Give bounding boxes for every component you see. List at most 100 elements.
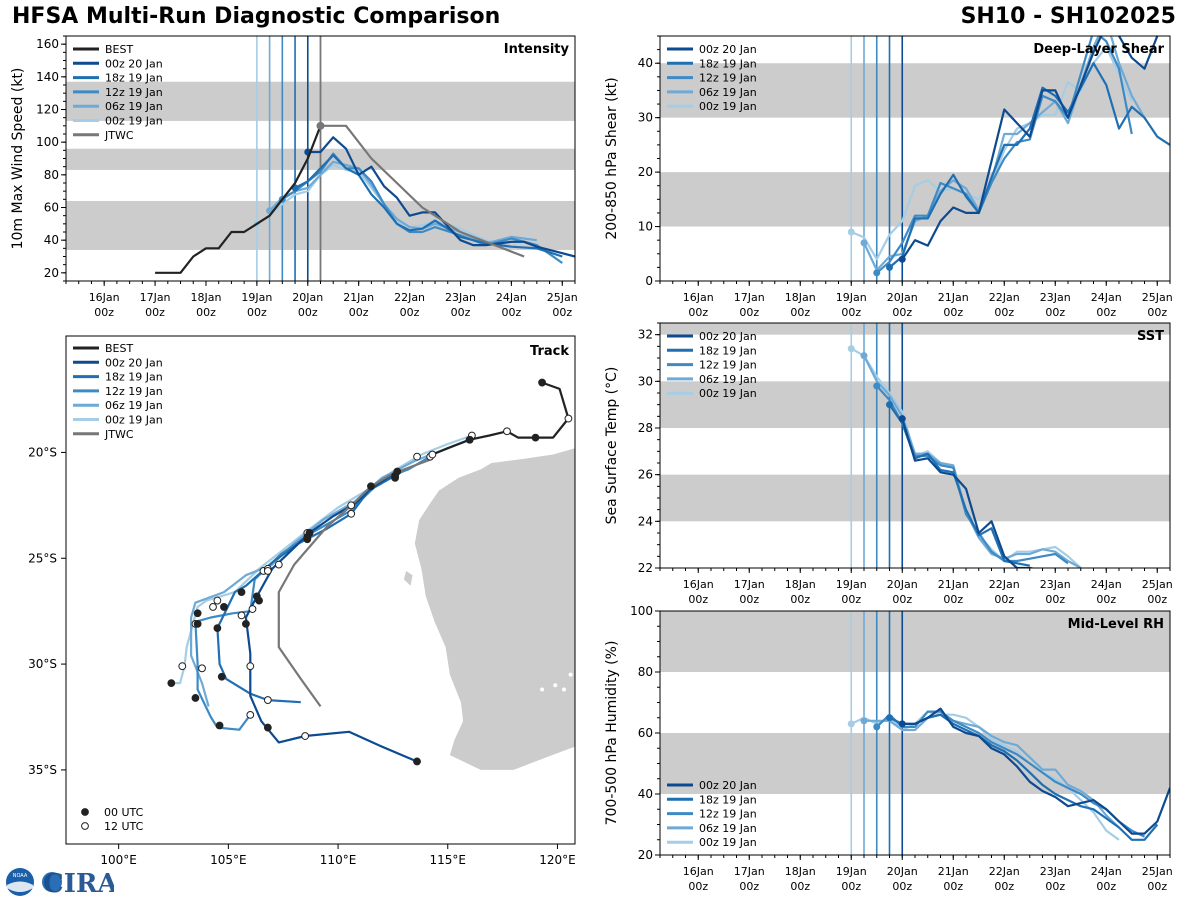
noaa-logo-text: NOAA	[13, 873, 28, 879]
track-marker-12utc	[347, 509, 356, 518]
intensity-y-tick-label: 60	[44, 201, 59, 215]
track-marker-12utc	[428, 450, 437, 459]
rh-x-tick-date: 18Jan	[785, 865, 816, 878]
shear-legend-label: 12z 19 Jan	[699, 72, 757, 85]
sst-x-tick-hour: 00z	[739, 593, 759, 606]
rh-x-tick-hour: 00z	[994, 880, 1014, 893]
track-marker-legend-symbol	[81, 822, 89, 830]
sst-y-tick-label: 22	[638, 561, 653, 575]
figure-title: HFSA Multi-Run Diagnostic Comparison	[12, 4, 501, 29]
track-marker-00utc	[252, 592, 261, 601]
intensity-series-line	[155, 125, 322, 274]
intensity-y-tick-label: 80	[44, 168, 59, 182]
sst-panel: 22 24 26 28 30 32 16Jan 00z 17Jan 00z 18Jan 00z 19Ja…	[604, 322, 1173, 606]
shear-legend-label: 00z 20 Jan	[699, 43, 757, 56]
rh-legend-label: 18z 19 Jan	[699, 793, 757, 806]
rh-y-tick-label: 80	[638, 665, 653, 679]
track-line	[277, 457, 433, 708]
sst-y-tick-label: 28	[638, 421, 653, 435]
intensity-x-tick-date: 25Jan	[547, 291, 578, 304]
sst-legend-label: 00z 19 Jan	[699, 387, 757, 400]
track-marker-legend-symbol	[81, 808, 89, 816]
shear-x-tick-hour: 00z	[892, 306, 912, 319]
rh-x-tick-hour: 00z	[1045, 880, 1065, 893]
track-marker-12utc	[274, 560, 283, 569]
shear-x-tick-hour: 00z	[1147, 306, 1167, 319]
track-legend-label: BEST	[105, 342, 133, 355]
sst-x-tick-date: 19Jan	[836, 578, 867, 591]
shear-panel: 0 10 20 30 40 16Jan 00z 17Jan 00z 18Jan 00z 19Jan 00…	[604, 35, 1173, 319]
shear-legend-label: 18z 19 Jan	[699, 57, 757, 70]
intensity-x-tick-date: 19Jan	[241, 291, 272, 304]
storm-id: SH10 - SH102025	[960, 4, 1176, 29]
rh-x-tick-date: 16Jan	[683, 865, 714, 878]
track-x-tick-label: 100°E	[100, 853, 137, 867]
sst-x-tick-date: 21Jan	[938, 578, 969, 591]
rh-series-line	[889, 713, 1159, 841]
track-line	[190, 438, 471, 707]
shear-series-start-marker	[886, 263, 893, 271]
track-marker-12utc	[263, 696, 272, 704]
shear-legend-label: 06z 19 Jan	[699, 86, 757, 99]
intensity-x-tick-hour: 00z	[552, 306, 572, 319]
shear-x-tick-date: 21Jan	[938, 291, 969, 304]
track-marker-00utc	[303, 533, 312, 541]
shear-x-tick-hour: 00z	[688, 306, 708, 319]
intensity-jtwc-marker	[316, 121, 325, 130]
track-marker-12utc	[213, 596, 222, 605]
track-marker-12utc	[263, 567, 272, 575]
rh-legend-label: 12z 19 Jan	[699, 808, 757, 821]
shear-series-line	[888, 62, 1170, 269]
track-island	[447, 596, 455, 607]
track-legend-label: 06z 19 Jan	[105, 399, 163, 412]
sst-x-tick-hour: 00z	[790, 593, 810, 606]
track-marker-00utc	[237, 588, 246, 597]
track-marker-00utc	[393, 467, 402, 476]
intensity-x-tick-date: 17Jan	[140, 291, 171, 304]
shear-x-tick-date: 23Jan	[1040, 291, 1071, 304]
intensity-x-tick-hour: 00z	[451, 306, 471, 319]
sst-series-start-marker	[847, 345, 855, 353]
track-panel: 100°E 105°E 110°E 115°E 120°E 20°S 25°S 30°S 35°…	[28, 335, 576, 867]
sst-x-tick-hour: 00z	[1147, 593, 1167, 606]
intensity-y-axis-label: 10m Max Wind Speed (kt)	[10, 68, 26, 250]
shear-x-tick-date: 17Jan	[734, 291, 765, 304]
intensity-x-tick-hour: 00z	[145, 306, 165, 319]
intensity-legend-label: JTWC	[104, 129, 134, 142]
track-y-tick-label: 20°S	[28, 445, 57, 459]
intensity-x-tick-date: 21Jan	[343, 291, 374, 304]
sst-x-tick-date: 23Jan	[1040, 578, 1071, 591]
intensity-x-tick-hour: 00z	[400, 306, 420, 319]
intensity-y-tick-label: 40	[44, 233, 59, 247]
intensity-legend-label: 00z 20 Jan	[105, 57, 163, 70]
sst-x-tick-date: 24Jan	[1091, 578, 1122, 591]
globe-icon	[42, 872, 62, 892]
shear-x-tick-date: 20Jan	[887, 291, 918, 304]
intensity-legend-label: 18z 19 Jan	[105, 72, 163, 85]
shear-series-line	[901, 36, 1159, 260]
track-marker-12utc	[503, 427, 511, 436]
rh-series-line	[864, 713, 1120, 829]
track-legend-label: 12z 19 Jan	[105, 385, 163, 398]
rh-threshold-band	[660, 611, 1170, 672]
rh-x-tick-date: 19Jan	[836, 865, 867, 878]
sst-y-axis-label: Sea Surface Temp (°C)	[604, 367, 620, 525]
track-lake	[540, 687, 545, 692]
intensity-series-line	[307, 136, 575, 258]
rh-panel: 20 40 60 80 100 16Jan 00z 17Jan 00z 18Jan 00z 19Jan…	[604, 604, 1173, 893]
rh-y-axis-label: 700-500 hPa Humidity (%)	[604, 641, 620, 826]
rh-series-line	[902, 707, 1170, 835]
intensity-x-tick-date: 23Jan	[445, 291, 476, 304]
track-legend-label: 00z 20 Jan	[105, 356, 163, 369]
rh-series-start-marker	[886, 714, 893, 722]
intensity-y-tick-label: 120	[36, 103, 59, 117]
track-line	[173, 434, 473, 685]
track-marker-00utc	[191, 694, 200, 702]
track-legend-label: JTWC	[104, 428, 134, 441]
track-y-tick-label: 25°S	[28, 551, 57, 565]
shear-y-axis-label: 200-850 hPa Shear (kt)	[604, 77, 620, 239]
track-marker-00utc	[531, 433, 540, 442]
sst-y-tick-label: 30	[638, 374, 653, 388]
shear-y-tick-label: 10	[638, 220, 653, 234]
